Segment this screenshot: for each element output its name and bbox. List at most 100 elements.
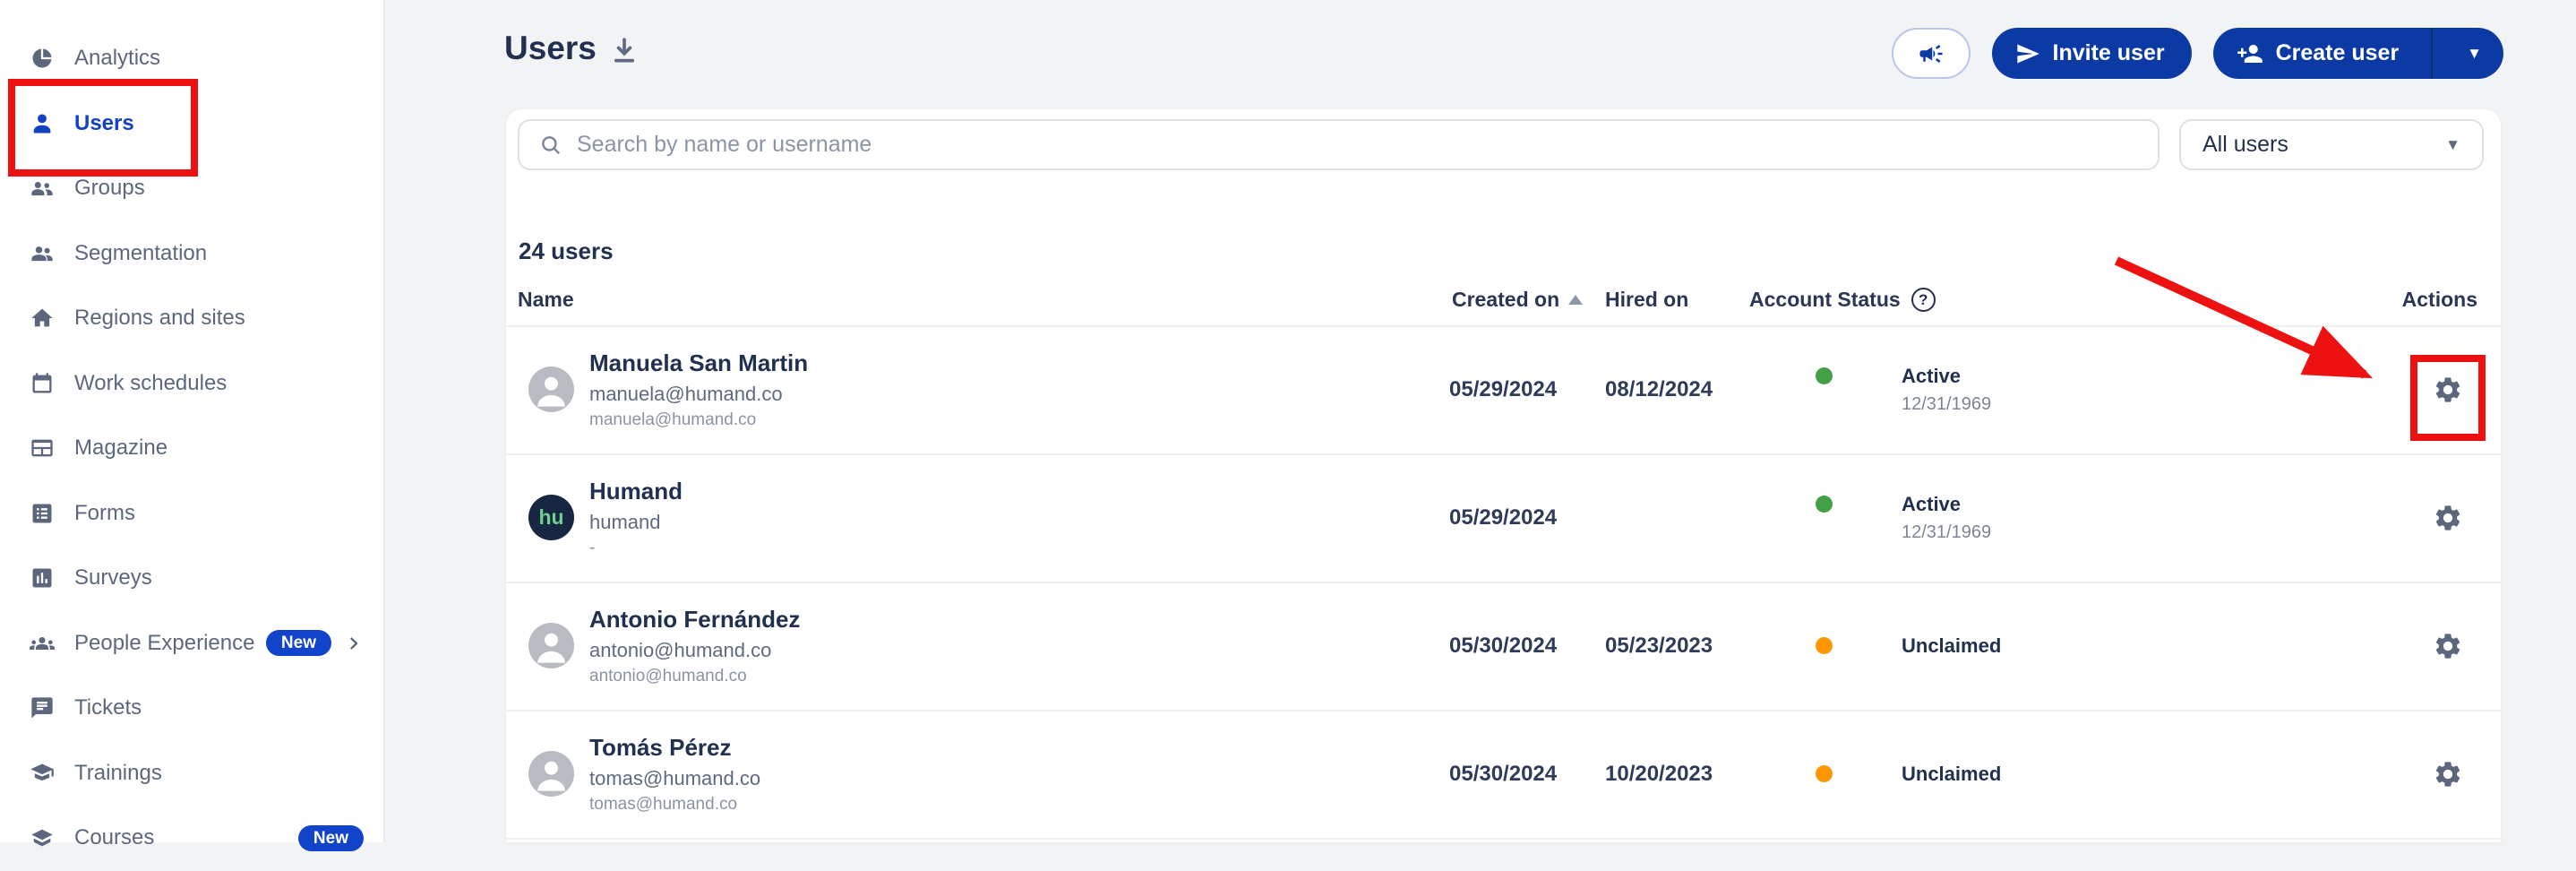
- user-username: manuela@humand.co: [589, 410, 757, 429]
- row-actions-gear-button[interactable]: [2428, 498, 2468, 538]
- calendar-icon: [30, 371, 55, 396]
- column-header-hired-on[interactable]: Hired on: [1605, 288, 1689, 311]
- sidebar-item-label: Segmentation: [74, 240, 208, 265]
- hired-on-value: 05/23/2023: [1605, 633, 1713, 658]
- sidebar-item-work-schedules[interactable]: Work schedules: [0, 351, 383, 417]
- sidebar-nav-list: Analytics Users Groups Segmentation Regi: [0, 26, 383, 871]
- search-input[interactable]: [577, 132, 2158, 158]
- row-divider: [506, 582, 2501, 583]
- caret-down-icon: ▼: [2445, 135, 2460, 153]
- status-dot: [1816, 637, 1833, 654]
- forms-list-icon: [30, 501, 55, 526]
- sidebar-item-label: Surveys: [74, 565, 152, 591]
- user-email: tomas@humand.co: [589, 766, 761, 789]
- sidebar-item-users[interactable]: Users: [0, 91, 383, 157]
- header-actions: Invite user Create user ▼: [1891, 28, 2503, 79]
- segmentation-people-icon: [30, 241, 55, 266]
- megaphone-icon: [1919, 44, 1943, 63]
- row-actions-gear-button[interactable]: [2428, 755, 2468, 794]
- status-dot: [1816, 765, 1833, 782]
- sidebar-item-people-experience[interactable]: People Experience New: [0, 611, 383, 677]
- account-status-cell: Active 12/31/1969: [1816, 325, 1991, 453]
- filter-value: All users: [2202, 132, 2288, 157]
- row-actions-gear-button[interactable]: [2428, 370, 2468, 410]
- avatar-initials: hu: [538, 505, 564, 529]
- account-status-cell: Unclaimed: [1816, 710, 2001, 838]
- column-header-status-label: Account Status: [1749, 288, 1901, 311]
- status-dot: [1816, 496, 1833, 513]
- user-filter-dropdown[interactable]: All users ▼: [2179, 119, 2484, 170]
- invite-user-button[interactable]: Invite user: [1991, 28, 2192, 79]
- created-on-value: 05/30/2024: [1449, 633, 1558, 658]
- sidebar-item-label: Forms: [74, 500, 135, 525]
- row-actions-gear-button[interactable]: [2428, 626, 2468, 666]
- search-icon: [542, 135, 561, 154]
- sidebar-item-label: People Experience: [74, 630, 255, 655]
- table-row: Antonio Fernández antonio@humand.co anto…: [506, 582, 2501, 710]
- sidebar-item-segmentation[interactable]: Segmentation: [0, 221, 383, 287]
- sidebar-item-analytics[interactable]: Analytics: [0, 26, 383, 91]
- user-identity: Tomás Pérez tomas@humand.co tomas@humand…: [589, 734, 760, 815]
- sidebar-item-surveys[interactable]: Surveys: [0, 546, 383, 611]
- status-label: Unclaimed: [1902, 634, 2002, 657]
- announce-megaphone-button[interactable]: [1891, 28, 1971, 79]
- sidebar-item-label: Regions and sites: [74, 306, 245, 331]
- download-users-icon[interactable]: [609, 36, 640, 66]
- search-box: [518, 119, 2160, 170]
- row-divider: [506, 325, 2501, 327]
- create-user-button[interactable]: Create user ▼: [2212, 28, 2503, 79]
- avatar: [528, 751, 574, 797]
- table-row: Manuela San Martin manuela@humand.co man…: [506, 325, 2501, 453]
- invite-user-label: Invite user: [2052, 40, 2165, 65]
- gear-icon: [2435, 376, 2460, 402]
- create-user-dropdown-caret[interactable]: ▼: [2467, 44, 2482, 62]
- help-icon[interactable]: ?: [1911, 288, 1936, 312]
- user-email: humand: [589, 510, 661, 533]
- sidebar-item-label: Groups: [74, 176, 145, 201]
- surveys-poll-icon: [30, 565, 55, 591]
- status-label: Active: [1902, 364, 1962, 387]
- button-divider: [2431, 28, 2434, 79]
- user-count: 24 users: [519, 237, 614, 264]
- status-dot: [1816, 367, 1833, 384]
- created-on-value: 05/29/2024: [1449, 504, 1558, 530]
- hired-on-value: 08/12/2024: [1605, 376, 1713, 401]
- gear-icon: [2435, 504, 2460, 530]
- sidebar-item-tickets[interactable]: Tickets: [0, 676, 383, 741]
- row-divider: [506, 710, 2501, 711]
- users-card: All users ▼ 24 users Name Created on Hir…: [506, 109, 2501, 842]
- gear-icon: [2435, 761, 2460, 787]
- create-user-label: Create user: [2275, 40, 2400, 65]
- sidebar-item-label: Trainings: [74, 760, 162, 785]
- account-status-cell: Active 12/31/1969: [1816, 453, 1991, 582]
- sidebar-item-label: Tickets: [74, 695, 142, 720]
- user-name: Tomás Pérez: [589, 733, 732, 761]
- column-header-created-on[interactable]: Created on: [1452, 288, 1584, 312]
- user-identity: Antonio Fernández antonio@humand.co anto…: [589, 606, 800, 686]
- column-header-name[interactable]: Name: [518, 288, 574, 311]
- sidebar: Analytics Users Groups Segmentation Regi: [0, 0, 385, 851]
- sidebar-item-label: Users: [74, 110, 134, 135]
- sidebar-item-forms[interactable]: Forms: [0, 481, 383, 547]
- sidebar-item-groups[interactable]: Groups: [0, 156, 383, 221]
- column-header-account-status[interactable]: Account Status ?: [1749, 288, 1936, 312]
- new-badge: New: [265, 630, 331, 657]
- sidebar-item-courses[interactable]: Courses New: [0, 806, 383, 871]
- groups-icon: [30, 176, 55, 201]
- avatar: [528, 623, 574, 668]
- created-on-value: 05/29/2024: [1449, 376, 1558, 401]
- sidebar-item-regions-and-sites[interactable]: Regions and sites: [0, 286, 383, 351]
- row-divider: [506, 453, 2501, 455]
- sort-ascending-icon: [1568, 295, 1584, 305]
- chevron-right-icon[interactable]: [344, 634, 364, 653]
- sidebar-item-magazine[interactable]: Magazine: [0, 416, 383, 481]
- sidebar-item-trainings[interactable]: Trainings: [0, 741, 383, 806]
- person-add-icon: [2237, 44, 2263, 63]
- user-icon: [30, 111, 55, 136]
- user-username: -: [589, 538, 596, 557]
- page-title: Users: [504, 30, 597, 66]
- user-email: manuela@humand.co: [589, 382, 783, 405]
- sidebar-item-label: Work schedules: [74, 370, 228, 395]
- tickets-chat-icon: [30, 695, 55, 720]
- created-on-value: 05/30/2024: [1449, 761, 1558, 786]
